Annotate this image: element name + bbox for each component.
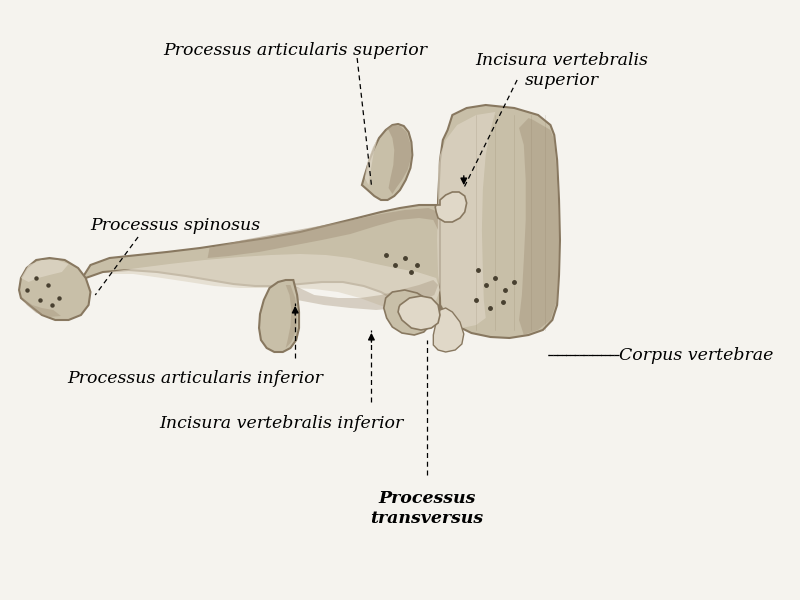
Polygon shape [110,254,440,312]
Polygon shape [290,280,438,310]
Polygon shape [21,260,69,282]
Polygon shape [259,280,299,352]
Polygon shape [519,118,559,335]
Text: Corpus vertebrae: Corpus vertebrae [619,346,774,364]
Polygon shape [21,296,61,317]
Polygon shape [81,205,440,318]
Text: Processus spinosus: Processus spinosus [90,217,261,233]
Polygon shape [435,192,466,222]
Text: Incisura vertebralis
superior: Incisura vertebralis superior [475,52,648,89]
Polygon shape [437,112,495,328]
Polygon shape [208,208,438,258]
Polygon shape [437,105,560,338]
Polygon shape [362,124,412,200]
Text: Processus
transversus: Processus transversus [370,490,483,527]
Text: Incisura vertebralis inferior: Incisura vertebralis inferior [159,415,403,432]
Text: Processus articularis superior: Processus articularis superior [163,42,427,59]
Polygon shape [365,132,381,185]
Polygon shape [434,308,464,352]
Polygon shape [398,296,440,330]
Polygon shape [384,290,440,335]
Polygon shape [19,258,90,320]
Polygon shape [286,285,297,348]
Polygon shape [386,125,411,194]
Text: Processus articularis inferior: Processus articularis inferior [67,370,323,387]
